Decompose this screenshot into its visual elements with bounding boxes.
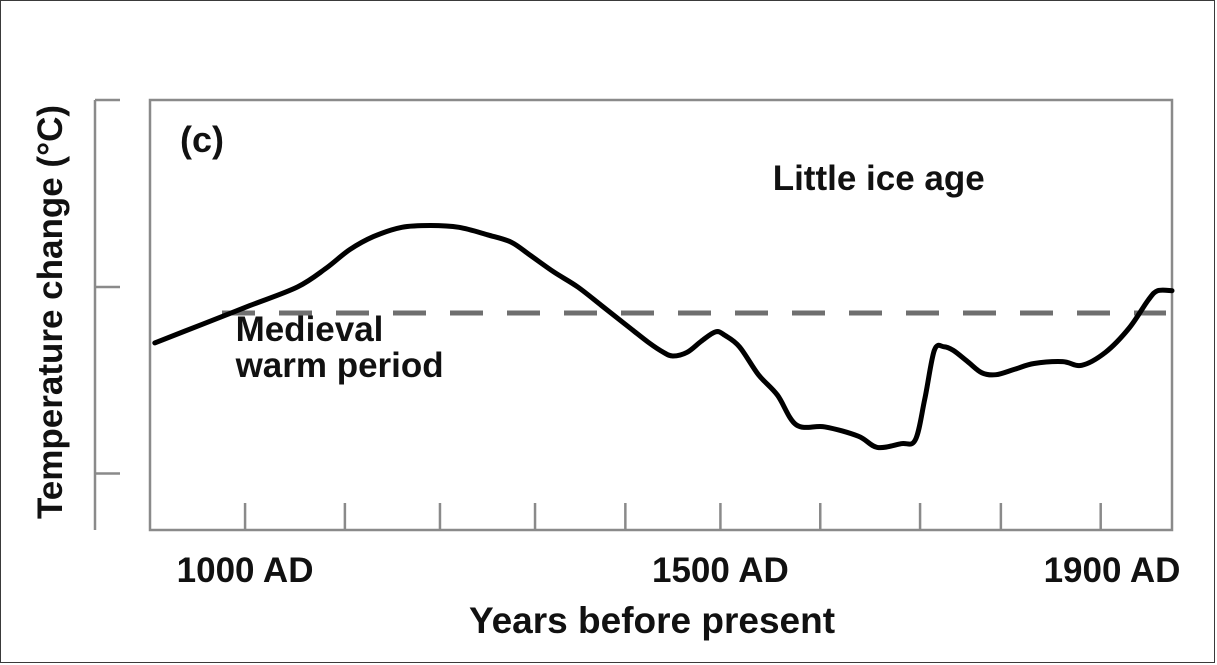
plot-area-frame [148, 98, 1174, 532]
temperature-series-line [152, 223, 1175, 451]
annotation-1-line-0: Little ice age [773, 159, 985, 198]
y-axis-label: Temperature change (°C) [31, 105, 70, 519]
annotation-0-line-0: Medieval [236, 310, 384, 349]
annotation-0-line-1: warm period [235, 346, 444, 385]
x-tick-label-1: 1500 AD [652, 551, 789, 590]
x-tick-label-0: 1000 AD [177, 551, 314, 590]
x-axis-label: Years before present [469, 600, 835, 641]
x-tick-label-2: 1900 AD [1044, 551, 1181, 590]
panel-label: (c) [180, 119, 224, 160]
